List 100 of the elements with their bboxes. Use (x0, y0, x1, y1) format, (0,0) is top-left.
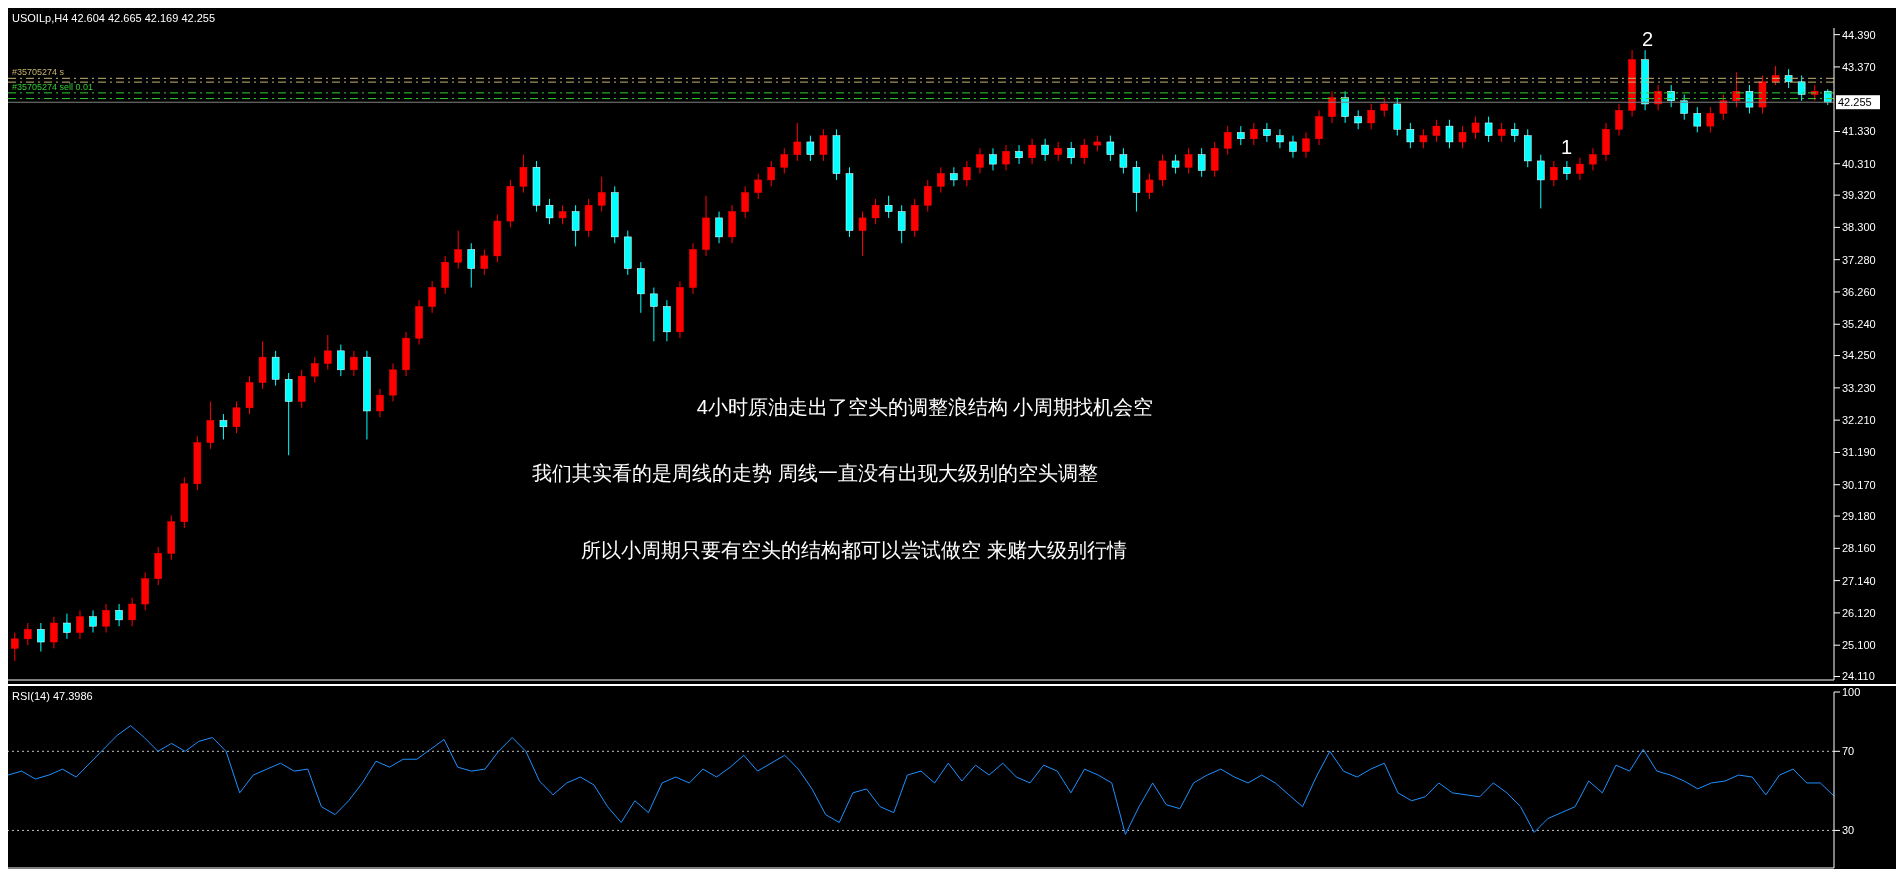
candlestick (1106, 135, 1115, 162)
candlestick (1432, 119, 1441, 143)
candlestick (1563, 160, 1571, 181)
ref-line-label: #35705274 s (12, 67, 65, 78)
candlestick (89, 609, 97, 634)
y-tick-label: 30 (1842, 824, 1855, 837)
candlestick (1171, 154, 1180, 175)
chart-title: RSI(14) 47.3986 (12, 690, 93, 702)
candlestick (1784, 68, 1793, 89)
annotation: 4小时原油走出了空头的调整浪结构 小周期找机会空 (696, 395, 1154, 420)
candlestick (1145, 173, 1154, 200)
candlestick (767, 160, 775, 187)
candlestick (1341, 90, 1349, 124)
candlestick (271, 350, 280, 387)
candlestick (1328, 90, 1336, 124)
annotation: 所以小周期只要有空头的结构都可以尝试做空 来赌大级别行情 (581, 538, 1127, 563)
y-tick-label: 31.190 (1842, 446, 1876, 459)
candlestick (232, 400, 241, 434)
candlestick (11, 632, 19, 662)
ref-line-label: #35705274 sell 0.01 (12, 81, 94, 92)
candlestick (858, 211, 867, 257)
candlestick (1719, 93, 1728, 121)
candlestick (1054, 141, 1062, 162)
candlestick (1484, 116, 1493, 143)
candlestick (37, 622, 45, 653)
candlestick (454, 230, 462, 270)
y-tick-label: 24.110 (1842, 670, 1875, 683)
candlestick (754, 173, 762, 200)
candlestick (284, 372, 293, 456)
candlestick (1184, 147, 1193, 175)
candlestick (950, 166, 958, 187)
annotation: 我们其实看的是周线的走势 周线一直没有出现大级别的空头调整 (532, 461, 1098, 486)
candlestick (1589, 147, 1597, 171)
candlestick (558, 204, 567, 225)
candlestick (1706, 106, 1715, 133)
candlestick (1471, 116, 1480, 140)
candlestick (1680, 93, 1688, 121)
y-tick-label: 26.120 (1842, 606, 1876, 619)
candlestick (1406, 122, 1415, 149)
candlestick (63, 613, 71, 640)
candlestick (1510, 122, 1519, 143)
ref-line-label: 42.255 (1838, 96, 1872, 109)
candlestick (924, 179, 932, 213)
candlestick (337, 344, 345, 377)
y-tick-label: 39.320 (1842, 189, 1876, 202)
y-tick-label: 34.250 (1842, 349, 1876, 362)
y-tick-label: 30.170 (1842, 478, 1876, 491)
candlestick (571, 204, 580, 247)
candlestick (963, 160, 971, 187)
candlestick (1550, 160, 1558, 187)
candlestick (1028, 138, 1036, 165)
candlestick (311, 356, 319, 383)
candlestick (1445, 119, 1454, 149)
y-tick-label: 32.210 (1842, 414, 1876, 427)
y-tick-label: 25.100 (1842, 639, 1876, 652)
candlestick (24, 622, 32, 646)
y-tick-label: 33.230 (1842, 381, 1876, 394)
candlestick (1354, 109, 1362, 130)
candlestick (1615, 103, 1623, 137)
candlestick (467, 242, 476, 289)
y-tick-label: 37.280 (1842, 253, 1876, 266)
candlestick (1237, 125, 1245, 146)
candlestick (780, 147, 789, 175)
candlestick (1797, 74, 1806, 102)
y-tick-label: 40.310 (1842, 157, 1876, 170)
candlestick (1458, 125, 1467, 149)
candlestick (480, 249, 489, 276)
candlestick (545, 198, 554, 225)
y-tick-label: 100 (1842, 685, 1861, 698)
candlestick (1210, 141, 1219, 178)
candlestick (597, 176, 606, 213)
y-tick-label: 28.160 (1842, 542, 1876, 555)
candlestick (871, 198, 880, 225)
y-tick-label: 27.140 (1842, 574, 1876, 587)
candlestick (1015, 144, 1023, 165)
candlestick (937, 166, 945, 194)
y-tick-label: 41.330 (1842, 125, 1876, 138)
candlestick (1197, 147, 1206, 178)
candlestick (1693, 106, 1702, 133)
candlestick (1002, 144, 1010, 171)
candlestick (428, 280, 436, 314)
candlestick (128, 597, 136, 627)
y-tick-label: 44.390 (1842, 28, 1876, 41)
candlestick (1080, 138, 1089, 165)
candlestick (115, 603, 123, 627)
candlestick (650, 287, 658, 342)
candlestick (1367, 103, 1375, 130)
y-tick-label: 38.300 (1842, 221, 1876, 234)
candlestick (1380, 97, 1389, 118)
candlestick (1119, 147, 1128, 175)
candlestick (350, 350, 358, 377)
y-tick-label: 43.370 (1842, 60, 1876, 73)
chart-title: USOILp,H4 42.604 42.665 42.169 42.255 (12, 12, 216, 24)
candlestick (1041, 138, 1049, 162)
annotation: 1 (1561, 136, 1573, 159)
candlestick (76, 609, 84, 640)
candlestick (519, 154, 528, 194)
candlestick (1067, 141, 1075, 165)
candlestick (219, 413, 228, 440)
candlestick (884, 195, 893, 219)
